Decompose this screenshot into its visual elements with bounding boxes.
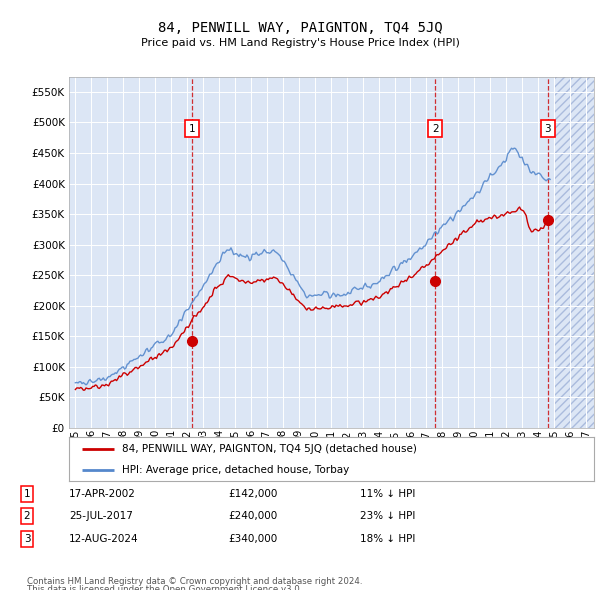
Text: Contains HM Land Registry data © Crown copyright and database right 2024.: Contains HM Land Registry data © Crown c… bbox=[27, 577, 362, 586]
Text: This data is licensed under the Open Government Licence v3.0.: This data is licensed under the Open Gov… bbox=[27, 585, 302, 590]
Text: 12-AUG-2024: 12-AUG-2024 bbox=[69, 534, 139, 543]
Text: £142,000: £142,000 bbox=[228, 489, 277, 499]
Text: 2: 2 bbox=[23, 512, 31, 521]
Text: 3: 3 bbox=[545, 123, 551, 133]
Text: £240,000: £240,000 bbox=[228, 512, 277, 521]
Text: 3: 3 bbox=[23, 534, 31, 543]
Text: 11% ↓ HPI: 11% ↓ HPI bbox=[360, 489, 415, 499]
Text: £340,000: £340,000 bbox=[228, 534, 277, 543]
Text: 23% ↓ HPI: 23% ↓ HPI bbox=[360, 512, 415, 521]
Text: 2: 2 bbox=[432, 123, 439, 133]
Text: 25-JUL-2017: 25-JUL-2017 bbox=[69, 512, 133, 521]
Text: 84, PENWILL WAY, PAIGNTON, TQ4 5JQ: 84, PENWILL WAY, PAIGNTON, TQ4 5JQ bbox=[158, 21, 442, 35]
Text: 1: 1 bbox=[188, 123, 195, 133]
Text: 18% ↓ HPI: 18% ↓ HPI bbox=[360, 534, 415, 543]
Text: 1: 1 bbox=[23, 489, 31, 499]
Text: 17-APR-2002: 17-APR-2002 bbox=[69, 489, 136, 499]
Text: 84, PENWILL WAY, PAIGNTON, TQ4 5JQ (detached house): 84, PENWILL WAY, PAIGNTON, TQ4 5JQ (deta… bbox=[121, 444, 416, 454]
Text: HPI: Average price, detached house, Torbay: HPI: Average price, detached house, Torb… bbox=[121, 465, 349, 475]
Text: Price paid vs. HM Land Registry's House Price Index (HPI): Price paid vs. HM Land Registry's House … bbox=[140, 38, 460, 48]
